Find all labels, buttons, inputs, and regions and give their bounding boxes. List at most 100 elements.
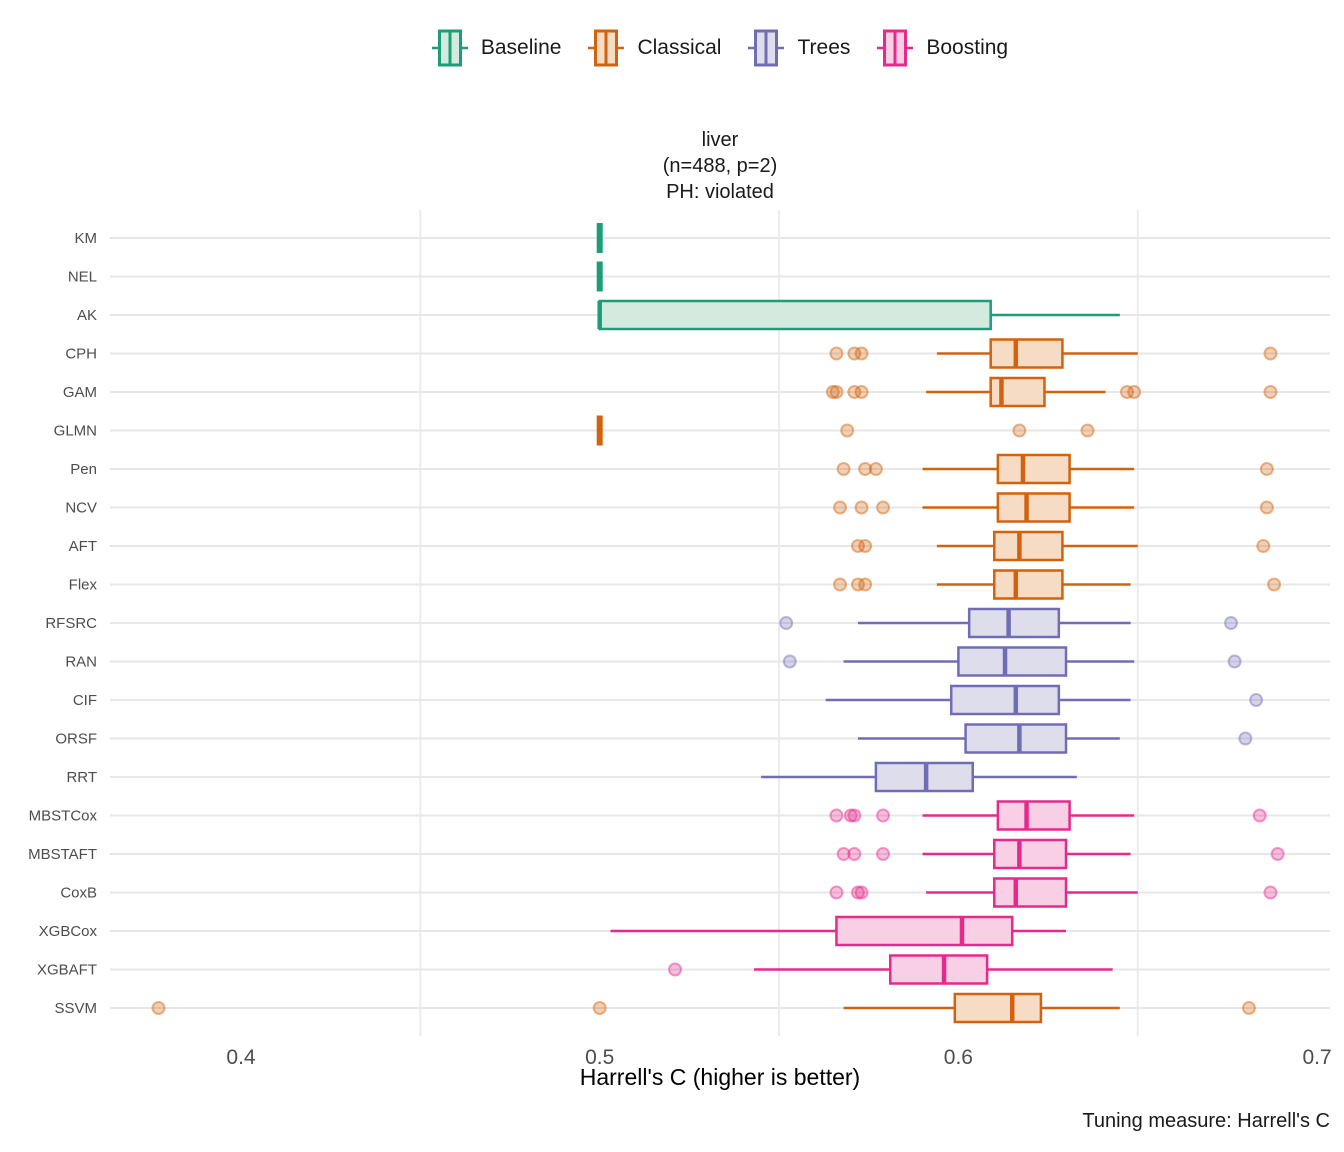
outlier-point [1241,1001,1256,1015]
outlier-point [829,808,844,823]
boxplot-KM [596,223,603,253]
outlier-point [847,847,862,861]
y-label-AK: AK [77,307,97,324]
boxplot-XGBAFT [668,954,1113,985]
outlier-point [858,577,873,592]
y-label-SSVM: SSVM [54,1000,97,1017]
outlier-point [592,1001,607,1015]
boxplot-XGBCox [610,915,1067,947]
boxplot-Flex [833,569,1282,600]
title-ph-status: PH: violated [666,181,774,203]
outlier-point [1238,731,1253,746]
iqr-box [888,954,989,985]
plot-title: liver (n=488, p=2) PH: violated [110,127,1330,205]
x-axis-title: Harrell's C (higher is better) [579,1064,861,1090]
outlier-point [876,500,891,515]
boxplot-GLMN [596,415,1095,446]
boxplot-key-icon [877,29,914,67]
outlier-point [1224,616,1239,630]
outlier-point [1263,885,1278,900]
iqr-box [996,800,1071,831]
outlier-point [833,577,848,592]
boxplot-MBSTCox [829,800,1267,831]
boxplot-MBSTAFT [836,838,1285,870]
legend: Baseline Classical Trees Boosting [110,28,1330,68]
title-dimensions: (n=488, p=2) [662,155,778,177]
x-tick-label: 0.5 [585,1046,614,1069]
outlier-point [151,1001,166,1015]
boxplot-RFSRC [779,607,1239,639]
y-label-KM: KM [75,230,98,247]
iqr-box [996,453,1071,485]
outlier-point [847,808,862,823]
boxplot-CoxB [829,877,1278,908]
outlier-point [1270,847,1285,861]
boxplot-RAN [782,646,1242,677]
outlier-point [858,539,873,553]
outlier-point [1263,346,1278,361]
iqr-box [989,338,1064,369]
outlier-point [1127,385,1142,399]
iqr-box [996,492,1071,523]
legend-item-boosting: Boosting [877,28,1008,68]
boxplot-NCV [833,492,1274,523]
degenerate-box [596,261,603,292]
y-label-MBSTCox: MBSTCox [29,808,98,825]
legend-item-classical: Classical [588,28,721,68]
boxplot-ORSF [857,723,1253,754]
outlier-point [850,577,865,592]
boxplot-key-icon [588,29,625,67]
y-label-NCV: NCV [65,500,97,517]
outlier-point [868,462,883,476]
iqr-box [993,569,1064,600]
boxplot-GAM [825,376,1278,408]
outlier-point [836,847,851,861]
boxplot-RRT [761,761,1077,793]
boxplot-CIF [825,684,1264,716]
boxplot-Pen [836,453,1274,485]
outlier-point [850,539,865,553]
outlier-point [782,654,797,669]
legend-item-trees: Trees [748,28,850,68]
boxplot-key-icon [748,29,785,67]
y-label-RRT: RRT [66,769,97,786]
boxplot-AK [597,299,1120,331]
y-label-AFT: AFT [69,538,97,555]
legend-item-baseline: Baseline [431,28,561,68]
outlier-point [1263,385,1278,399]
outlier-point [854,385,869,399]
legend-label: Boosting [926,36,1009,59]
degenerate-box [596,415,603,446]
outlier-point [779,616,794,630]
x-tick-label: 0.4 [226,1046,256,1069]
outlier-point [1259,462,1274,476]
boxplot-NEL [596,261,603,292]
iqr-box [967,607,1061,639]
y-label-NEL: NEL [68,269,97,286]
y-label-Flex: Flex [69,577,98,594]
y-label-Pen: Pen [70,461,97,478]
legend-label: Trees [797,36,851,59]
outlier-point [854,346,869,361]
iqr-box [957,646,1068,677]
iqr-box [964,723,1068,754]
x-tick-label: 0.6 [944,1046,973,1069]
outlier-point [1119,385,1134,399]
outlier-point [840,423,855,438]
boxplot-CPH [829,338,1278,369]
outlier-point [836,462,851,476]
outlier-point [843,808,858,823]
outlier-point [854,885,869,900]
iqr-box [835,915,1014,947]
y-label-CPH: CPH [65,346,97,363]
outlier-point [825,385,840,399]
outlier-point [1252,808,1267,823]
outlier-point [833,500,848,515]
outlier-point [876,847,891,861]
outlier-point [668,962,683,977]
outlier-point [1259,500,1274,515]
boxplot-AFT [850,530,1271,562]
outlier-point [829,346,844,361]
